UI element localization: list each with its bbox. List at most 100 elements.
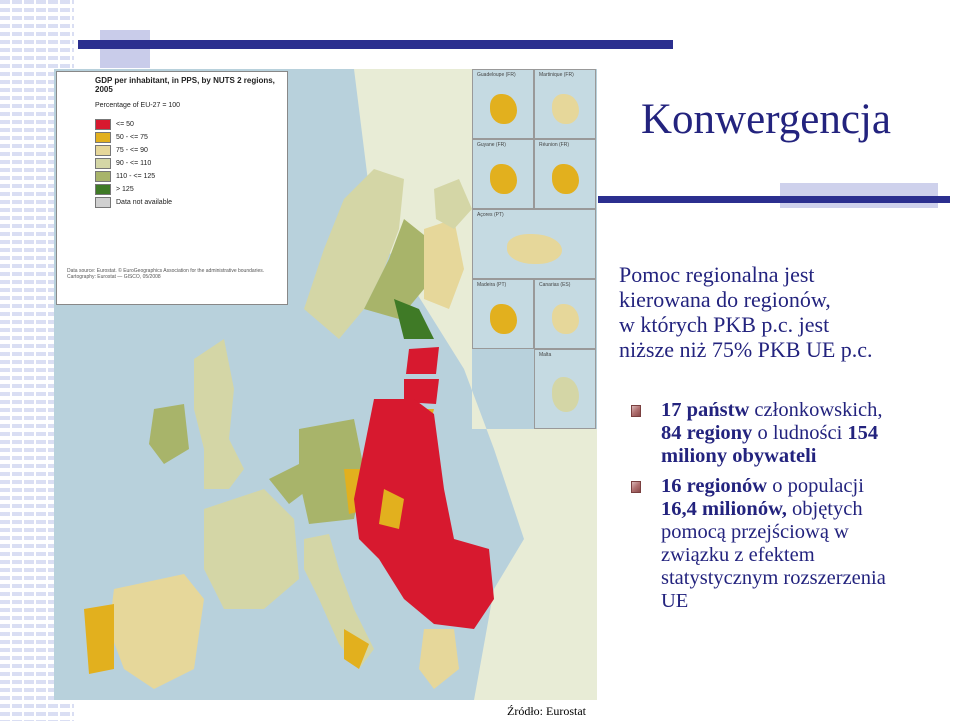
region-portugal <box>84 604 114 674</box>
legend-label: 50 - <= 75 <box>116 134 148 141</box>
region-italy <box>304 534 374 669</box>
page-title: Konwergencja <box>641 96 891 143</box>
decorative-block-top <box>100 30 150 68</box>
legend-item: 50 - <= 75 <box>95 131 172 144</box>
region-eastern-europe <box>354 399 494 629</box>
map-graphic <box>84 69 597 700</box>
bullet-text-bold: 16,4 milionów, <box>661 498 787 520</box>
bullet-text-bold: 154 <box>847 422 879 444</box>
legend-swatch <box>95 145 111 156</box>
legend-items: <= 50 50 - <= 75 75 - <= 90 90 - <= 110 110 … <box>95 118 172 209</box>
legend-item: > 125 <box>95 183 172 196</box>
main-text-line: kierowana do regionów, <box>619 287 831 312</box>
legend-item: 75 - <= 90 <box>95 144 172 157</box>
bullet-line: 16 regionów o populacji <box>661 475 951 498</box>
main-text-line: w których PKB p.c. jest <box>619 312 830 337</box>
inset-label: Guyane (FR) <box>477 142 506 148</box>
bullet-square-icon <box>631 481 641 493</box>
legend-label: 90 - <= 110 <box>116 160 152 167</box>
map-insets: Guadeloupe (FR) Martinique (FR) Guyane (FR… <box>472 69 596 429</box>
region-finland-north <box>434 179 472 229</box>
legend-swatch <box>95 184 111 195</box>
legend-subtitle: Percentage of EU-27 = 100 <box>95 102 181 109</box>
inset-region <box>551 377 579 413</box>
bullet-text: UE <box>661 590 689 612</box>
bullet-line: związku z efektem <box>661 544 951 567</box>
bullet-square-icon <box>631 405 641 417</box>
bullet-line: UE <box>661 590 951 613</box>
legend-label: 110 - <= 125 <box>116 173 156 180</box>
region-southern-italy <box>344 629 369 669</box>
decorative-bar-top <box>78 40 673 49</box>
bullet-text-bold: 16 regionów <box>661 475 768 497</box>
map-inset: Réunion (FR) <box>534 139 596 209</box>
decorative-block-right <box>780 183 938 208</box>
map-inset: Madeira (PT) <box>472 279 534 349</box>
bullet-list: 17 państw członkowskich, 84 regiony o lud… <box>631 399 951 620</box>
bullet-line: 17 państw członkowskich, <box>661 399 951 422</box>
inset-label: Martinique (FR) <box>539 72 574 78</box>
region-czech-prague <box>379 489 404 529</box>
legend-item: <= 50 <box>95 118 172 131</box>
region-ireland <box>149 404 189 464</box>
map-inset: Guyane (FR) <box>472 139 534 209</box>
inset-region <box>551 303 579 335</box>
main-text: Pomoc regionalna jest kierowana do region… <box>619 262 949 362</box>
legend-swatch <box>95 119 111 130</box>
bullet-line: 16,4 milionów, objętych <box>661 498 951 521</box>
legend-item: Data not available <box>95 196 172 209</box>
bullet-text-bold: 84 regiony <box>661 422 753 444</box>
bullet-text: o ludności <box>752 422 848 444</box>
legend-swatch <box>95 132 111 143</box>
region-spain <box>109 574 204 689</box>
non-eu-land <box>354 69 597 700</box>
region-sweden <box>364 219 429 319</box>
legend-label: <= 50 <box>116 121 134 128</box>
main-text-line: niższe niż 75% PKB UE p.c. <box>619 337 873 362</box>
bullet-text: statystycznym rozszerzenia <box>661 567 886 589</box>
inset-label: Réunion (FR) <box>539 142 570 148</box>
bullet-line: miliony obywateli <box>661 445 951 468</box>
region-estonia <box>406 347 439 374</box>
legend-label: 75 - <= 90 <box>116 147 148 154</box>
bullet-line: pomocą przejściową w <box>661 521 951 544</box>
bullet-text: związku z efektem <box>661 544 815 566</box>
bullet-text: o populacji <box>767 475 864 497</box>
bullet-text-bold: 17 państw <box>661 399 750 421</box>
main-text-line: Pomoc regionalna jest <box>619 262 815 287</box>
region-stockholm <box>394 299 434 339</box>
legend-title: GDP per inhabitant, in PPS, by NUTS 2 re… <box>95 76 275 94</box>
bullet-text: pomocą przejściową w <box>661 521 849 543</box>
inset-region <box>489 163 517 195</box>
region-france <box>204 489 299 609</box>
inset-label: Madeira (PT) <box>477 282 507 288</box>
region-greece <box>419 629 459 689</box>
inset-label: Guadeloupe (FR) <box>477 72 516 78</box>
bullet-item: 17 państw członkowskich, 84 regiony o lud… <box>631 399 951 468</box>
bullet-text-bold: miliony obywateli <box>661 445 817 467</box>
legend-swatch <box>95 171 111 182</box>
source-caption: Źródło: Eurostat <box>507 704 586 718</box>
map-inset: Açores (PT) <box>472 209 596 279</box>
legend-swatch <box>95 197 111 208</box>
eu-gdp-map: GDP per inhabitant, in PPS, by NUTS 2 re… <box>54 69 597 700</box>
legend-label: > 125 <box>116 186 134 193</box>
map-legend: GDP per inhabitant, in PPS, by NUTS 2 re… <box>56 71 288 305</box>
bullet-item: 16 regionów o populacji 16,4 milionów, ob… <box>631 475 951 613</box>
legend-label: Data not available <box>116 199 173 206</box>
region-scandinavia-west <box>304 169 404 339</box>
inset-region <box>489 93 517 125</box>
legend-swatch <box>95 158 111 169</box>
map-inset: Martinique (FR) <box>534 69 596 139</box>
bullet-line: statystycznym rozszerzenia <box>661 567 951 590</box>
inset-region <box>489 303 517 335</box>
region-finland-south <box>424 219 464 309</box>
map-inset: Canarias (ES) <box>534 279 596 349</box>
bullet-line: 84 regiony o ludności 154 <box>661 422 951 445</box>
region-latvia <box>404 379 439 404</box>
map-inset: Guadeloupe (FR) <box>472 69 534 139</box>
legend-item: 90 - <= 110 <box>95 157 172 170</box>
region-uk <box>194 339 244 489</box>
map-inset: Malta <box>534 349 596 429</box>
legend-credit: Data source: Eurostat. © EuroGeographics… <box>67 268 265 280</box>
